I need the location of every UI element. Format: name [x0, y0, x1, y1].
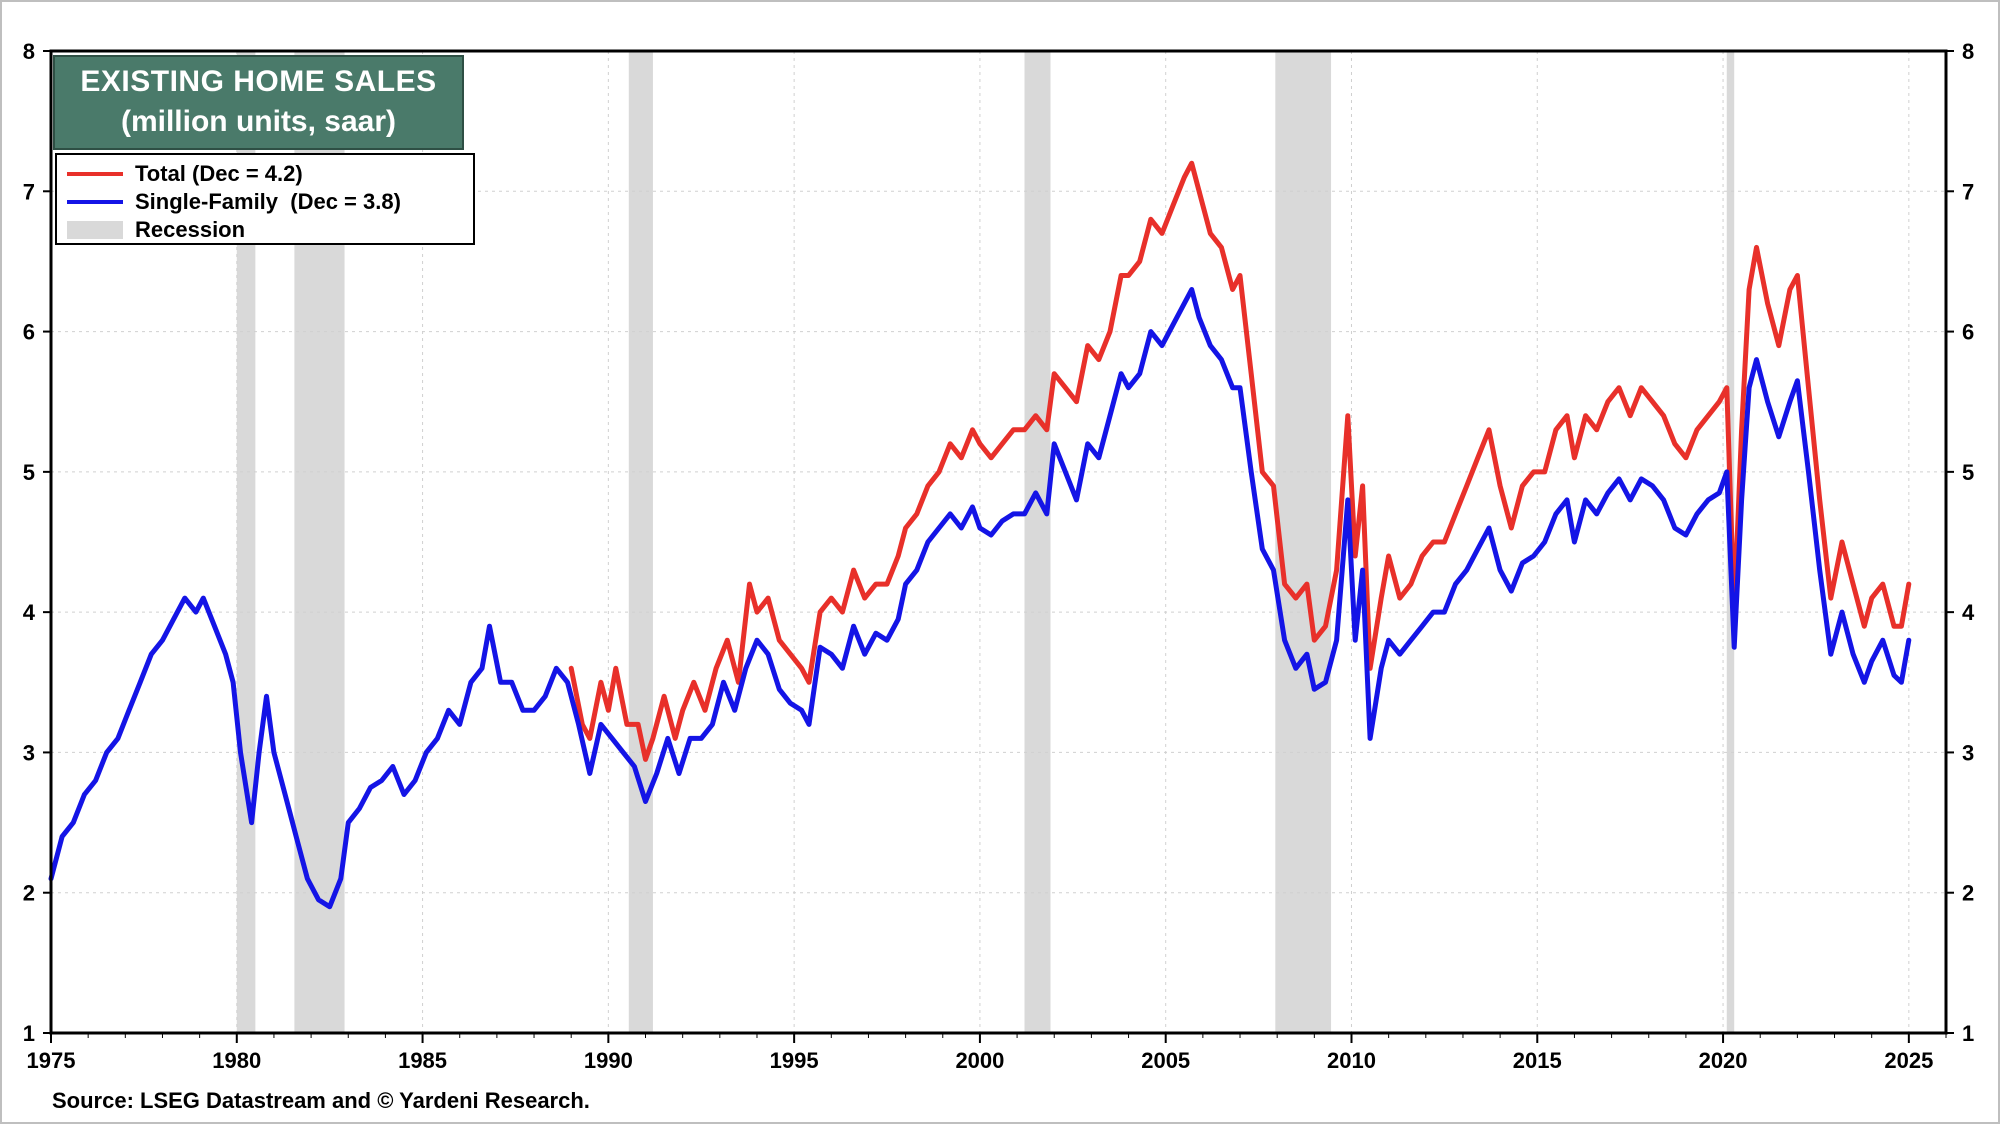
legend-item-single-family: Single-Family (Dec = 3.8): [67, 189, 401, 215]
y-tick-label-left: 5: [23, 460, 35, 485]
x-tick-label: 2010: [1327, 1048, 1376, 1073]
y-tick-label-left: 3: [23, 740, 35, 765]
legend-swatch-recession: [67, 221, 123, 239]
y-tick-label-right: 6: [1962, 320, 1974, 345]
y-tick-label-right: 8: [1962, 39, 1974, 64]
legend-swatch-total: [67, 172, 123, 176]
y-tick-label-right: 3: [1962, 740, 1974, 765]
legend-item-recession: Recession: [67, 217, 245, 243]
plot-border: [49, 49, 1948, 1035]
recession-band-2: [628, 51, 653, 1033]
y-tick-label-left: 1: [23, 1021, 35, 1046]
y-tick-label-left: 7: [23, 179, 35, 204]
legend-label-total: Total (Dec = 4.2): [135, 161, 303, 186]
series-line-single-family: [48, 287, 1912, 910]
y-tick-label-left: 6: [23, 320, 35, 345]
x-tick-label: 1980: [212, 1048, 261, 1073]
legend-swatch-single-family: [67, 200, 123, 204]
y-tick-label-left: 8: [23, 39, 35, 64]
legend-label-recession: Recession: [135, 217, 246, 242]
y-tick-label-right: 1: [1962, 1021, 1974, 1046]
y-tick-label-right: 4: [1962, 600, 1975, 625]
recession-band-0: [236, 51, 256, 1033]
source-note: Source: LSEG Datastream and © Yardeni Re…: [52, 1088, 590, 1113]
y-tick-label-right: 2: [1962, 881, 1974, 906]
chart-subtitle: (million units, saar): [120, 105, 397, 138]
recession-band-4: [1275, 51, 1332, 1033]
y-tick-label-right: 5: [1962, 460, 1974, 485]
x-tick-label: 1990: [584, 1048, 633, 1073]
x-tick-label: 2015: [1513, 1048, 1562, 1073]
x-tick-label: 2005: [1141, 1048, 1190, 1073]
chart-title: EXISTING HOME SALES: [80, 65, 437, 98]
x-tick-label: 2020: [1699, 1048, 1748, 1073]
x-tick-label: 1975: [27, 1048, 76, 1073]
y-tick-label-left: 2: [23, 881, 35, 906]
series-line-total: [568, 160, 1912, 762]
recession-band-3: [1024, 51, 1051, 1033]
x-tick-label: 1995: [770, 1048, 819, 1073]
legend-label-single-family: Single-Family (Dec = 3.8): [135, 189, 401, 214]
y-tick-label-left: 4: [23, 600, 36, 625]
x-tick-label: 2000: [955, 1048, 1004, 1073]
chart-title-box: EXISTING HOME SALES (million units, saar…: [53, 55, 464, 150]
x-tick-label: 1985: [398, 1048, 447, 1073]
y-tick-label-right: 7: [1962, 179, 1974, 204]
legend: Total (Dec = 4.2) Single-Family (Dec = 3…: [55, 153, 475, 245]
legend-item-total: Total (Dec = 4.2): [67, 161, 303, 187]
x-tick-label: 2025: [1884, 1048, 1933, 1073]
